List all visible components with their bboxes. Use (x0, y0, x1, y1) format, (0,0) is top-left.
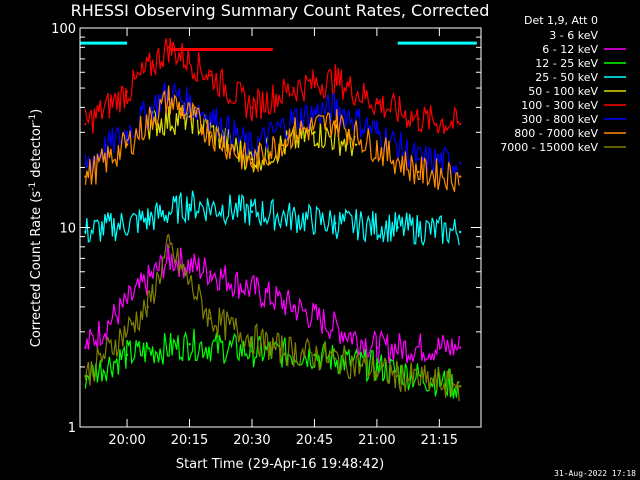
series-6-12-kev-line (84, 243, 460, 364)
series-25-50-kev-point (334, 222, 337, 225)
series-300-800-kev-point (292, 117, 295, 121)
series-100-300-kev-point (84, 122, 87, 126)
legend-label-25-50-kev: 25 - 50 keV (535, 71, 598, 84)
series-7000-15000-kev-point (209, 317, 212, 320)
series-7000-15000-kev-point (167, 245, 170, 249)
y-tick-label: 10 (59, 222, 76, 237)
series-800-7000-kev-point (375, 146, 379, 150)
series-7000-15000-kev-point (271, 346, 274, 349)
x-tick-label: 20:45 (296, 433, 333, 448)
legend-label-6-12-kev: 6 - 12 keV (542, 43, 598, 56)
y-tick-label: 100 (51, 22, 76, 37)
series-50-100-kev-point (250, 157, 254, 161)
series-300-800-kev-point (417, 157, 420, 161)
series-6-12-kev-point (375, 346, 379, 349)
series-800-7000-kev-point (458, 175, 462, 178)
series-6-12-kev-point (292, 305, 295, 309)
series-7000-15000-kev-point (334, 357, 337, 360)
series-3-6-kev-point (271, 286, 274, 289)
y-tick-label: 1 (68, 421, 76, 436)
legend-label-100-300-kev: 100 - 300 keV (521, 99, 598, 112)
x-tick-label: 21:00 (358, 433, 395, 448)
series-25-50-kev-line (84, 190, 460, 247)
series-layer (84, 37, 462, 402)
series-100-300-kev-point (334, 78, 337, 81)
y-axis-label: Corrected Count Rate (s-1 detector-1) (28, 109, 44, 347)
series-300-800-kev-point (458, 162, 462, 165)
series-3-6-kev-point (229, 270, 233, 273)
series-100-300-kev-point (375, 101, 379, 105)
series-800-7000-kev-point (292, 131, 295, 134)
series-3-6-kev-point (313, 295, 316, 298)
series-3-6-kev-point (396, 317, 399, 320)
series-7000-15000-kev-point (458, 385, 462, 388)
series-50-100-kev-point (354, 143, 358, 146)
series-100-300-kev-point (209, 73, 212, 77)
series-800-7000-kev-point (84, 175, 87, 178)
x-tick-label: 21:15 (421, 433, 458, 448)
chart-title: RHESSI Observing Summary Count Rates, Co… (71, 1, 490, 20)
series-100-300-kev-point (292, 86, 295, 90)
series-800-7000-kev-point (417, 170, 420, 174)
series-6-12-kev-point (167, 257, 170, 260)
legend-label-50-100-kev: 50 - 100 keV (528, 85, 598, 98)
series-25-50-kev-point (146, 218, 150, 221)
series-50-100-kev-point (313, 131, 316, 134)
series-6-12-kev-point (84, 346, 87, 349)
series-3-6-kev-point (354, 305, 358, 309)
series-800-7000-kev-point (250, 162, 254, 165)
x-tick-label: 20:00 (108, 433, 145, 448)
legend-label-7000-15000-kev: 7000 - 15000 keV (500, 141, 598, 154)
series-300-800-kev-point (375, 131, 379, 134)
series-3-6-kev-line (188, 256, 398, 334)
series-300-800-kev-point (334, 106, 337, 109)
series-300-800-kev-point (84, 162, 87, 165)
series-800-7000-kev-point (334, 120, 337, 123)
series-25-50-kev-point (250, 210, 254, 213)
series-100-300-kev-point (125, 90, 129, 93)
series-7000-15000-kev-point (396, 374, 399, 378)
x-tick-label: 20:30 (233, 433, 270, 448)
footer-date: 31-Aug-2022 17:18 (554, 469, 636, 478)
series-300-800-kev-point (209, 115, 212, 118)
legend-label-3-6-kev: 3 - 6 keV (549, 29, 598, 42)
series-12-25-kev-point (125, 353, 129, 357)
series-800-7000-kev-point (209, 131, 212, 134)
series-100-300-kev-point (417, 117, 420, 121)
y-axis: 1 10 100 (51, 22, 481, 436)
series-100-300-kev-point (167, 46, 170, 49)
series-100-300-kev-point (250, 106, 254, 109)
series-25-50-kev-point (396, 226, 399, 229)
series-800-7000-kev-point (125, 143, 129, 146)
series-100-300-kev-line (84, 37, 460, 135)
series-100-300-kev-point (458, 122, 462, 126)
series-25-50-kev-point (188, 203, 191, 206)
series-7000-15000-kev-point (146, 305, 150, 309)
series-7000-15000-kev-point (84, 374, 87, 378)
legend-title: Det 1,9, Att 0 (524, 14, 598, 27)
annotation-layer (80, 41, 477, 52)
series-25-50-kev-point (84, 230, 87, 234)
x-axis: 20:00 20:15 20:30 20:45 21:00 21:15 (108, 28, 458, 448)
series-300-800-kev-point (125, 131, 129, 134)
series-6-12-kev-point (458, 346, 462, 349)
x-tick-label: 20:15 (171, 433, 208, 448)
x-axis-label: Start Time (29-Apr-16 19:48:42) (176, 457, 384, 472)
series-25-50-kev-point (458, 230, 462, 234)
series-6-12-kev-point (209, 270, 212, 273)
series-300-800-kev-point (250, 146, 254, 150)
series-12-25-kev-point (375, 365, 379, 369)
series-7000-15000-kev-line (84, 233, 460, 402)
legend-label-12-25-kev: 12 - 25 keV (535, 57, 598, 70)
series-800-7000-kev-line (84, 85, 460, 192)
series-12-25-kev-point (188, 343, 191, 346)
series-800-7000-kev-point (167, 97, 170, 101)
legend-label-800-7000-kev: 800 - 7000 keV (514, 127, 598, 140)
legend-label-300-800-kev: 300 - 800 keV (521, 113, 598, 126)
